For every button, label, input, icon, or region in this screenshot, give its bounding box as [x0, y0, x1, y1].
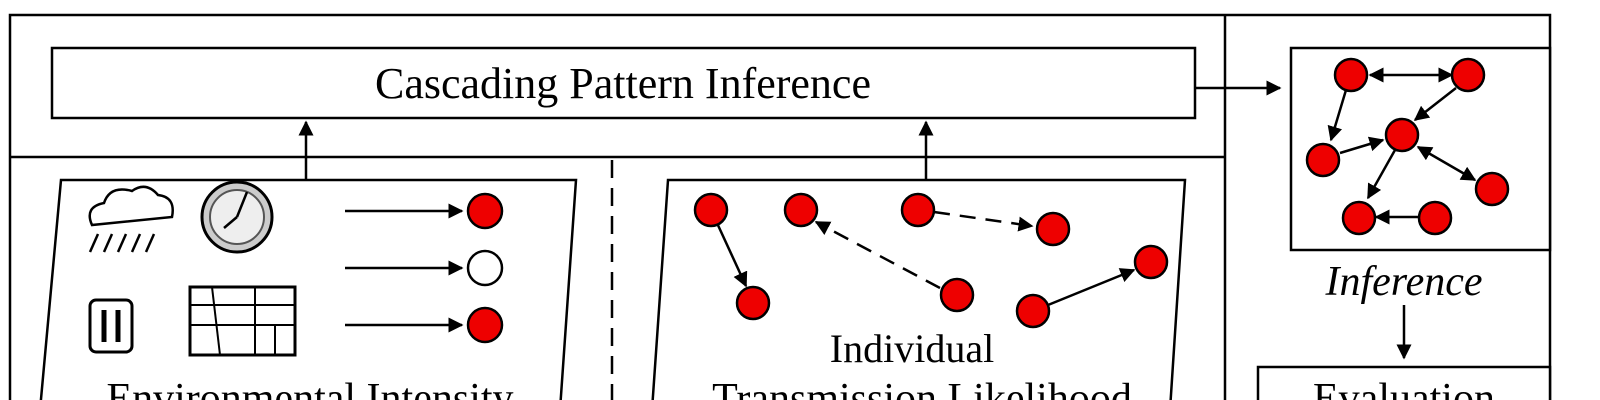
panel-label: Environmental Intensity: [106, 376, 513, 400]
panel-label: Transmission Likelihood: [712, 376, 1132, 400]
title-box: [50, 46, 1197, 120]
edge: [933, 210, 1034, 232]
clock-icon: [200, 180, 274, 254]
evaluation-label: Evaluation: [1313, 376, 1495, 400]
node: [466, 306, 504, 344]
inference-label: Inference: [1324, 259, 1482, 305]
node: [1015, 293, 1051, 329]
edge: [715, 222, 748, 288]
node: [783, 192, 819, 228]
node: [735, 285, 771, 321]
restaurant-icon: [88, 298, 134, 354]
node: [693, 192, 729, 228]
node: [939, 277, 975, 313]
edge: [814, 220, 941, 290]
edge: [1047, 268, 1136, 307]
node: [900, 192, 936, 228]
node: [1133, 244, 1169, 280]
individual-label: Individual: [830, 326, 994, 371]
evaluation-box: [1256, 365, 1552, 400]
top-title: Cascading Pattern Inference: [375, 59, 871, 108]
node: [466, 192, 504, 230]
inference-graph: [1305, 57, 1510, 236]
rain-icon: [88, 185, 174, 253]
panel-left: [39, 178, 578, 400]
map-icon: [188, 285, 297, 357]
node: [466, 249, 504, 287]
node: [1035, 211, 1071, 247]
